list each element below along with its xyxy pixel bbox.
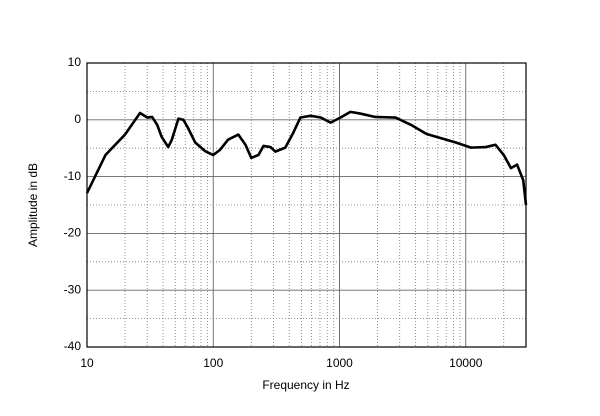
y-tick-label: -20	[64, 226, 82, 240]
y-tick-label: -10	[64, 169, 82, 183]
response-curve	[85, 110, 528, 206]
x-tick-label: 100	[203, 356, 223, 370]
y-tick-label: -30	[64, 282, 82, 296]
y-tick-label: 10	[68, 55, 82, 69]
x-tick-label: 10000	[449, 356, 483, 370]
x-tick-label: 1000	[326, 356, 353, 370]
y-tick-label: 0	[74, 112, 81, 126]
x-axis-label: Frequency in Hz	[262, 378, 349, 392]
y-tick-label: -40	[64, 339, 82, 353]
y-axis-label: Amplitude in dB	[26, 163, 40, 247]
x-tick-label: 10	[80, 356, 94, 370]
